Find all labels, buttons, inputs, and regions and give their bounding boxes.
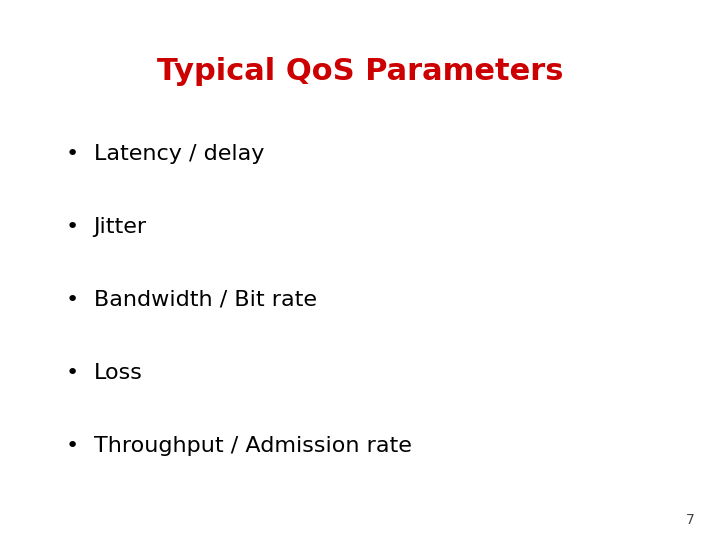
Text: 7: 7 [686, 512, 695, 526]
Text: •: • [66, 362, 78, 383]
Text: Jitter: Jitter [94, 217, 147, 237]
Text: Throughput / Admission rate: Throughput / Admission rate [94, 435, 411, 456]
Text: Bandwidth / Bit rate: Bandwidth / Bit rate [94, 289, 317, 310]
Text: •: • [66, 217, 78, 237]
Text: •: • [66, 144, 78, 164]
Text: Loss: Loss [94, 362, 143, 383]
Text: Typical QoS Parameters: Typical QoS Parameters [157, 57, 563, 86]
Text: •: • [66, 289, 78, 310]
Text: •: • [66, 435, 78, 456]
Text: Latency / delay: Latency / delay [94, 144, 264, 164]
